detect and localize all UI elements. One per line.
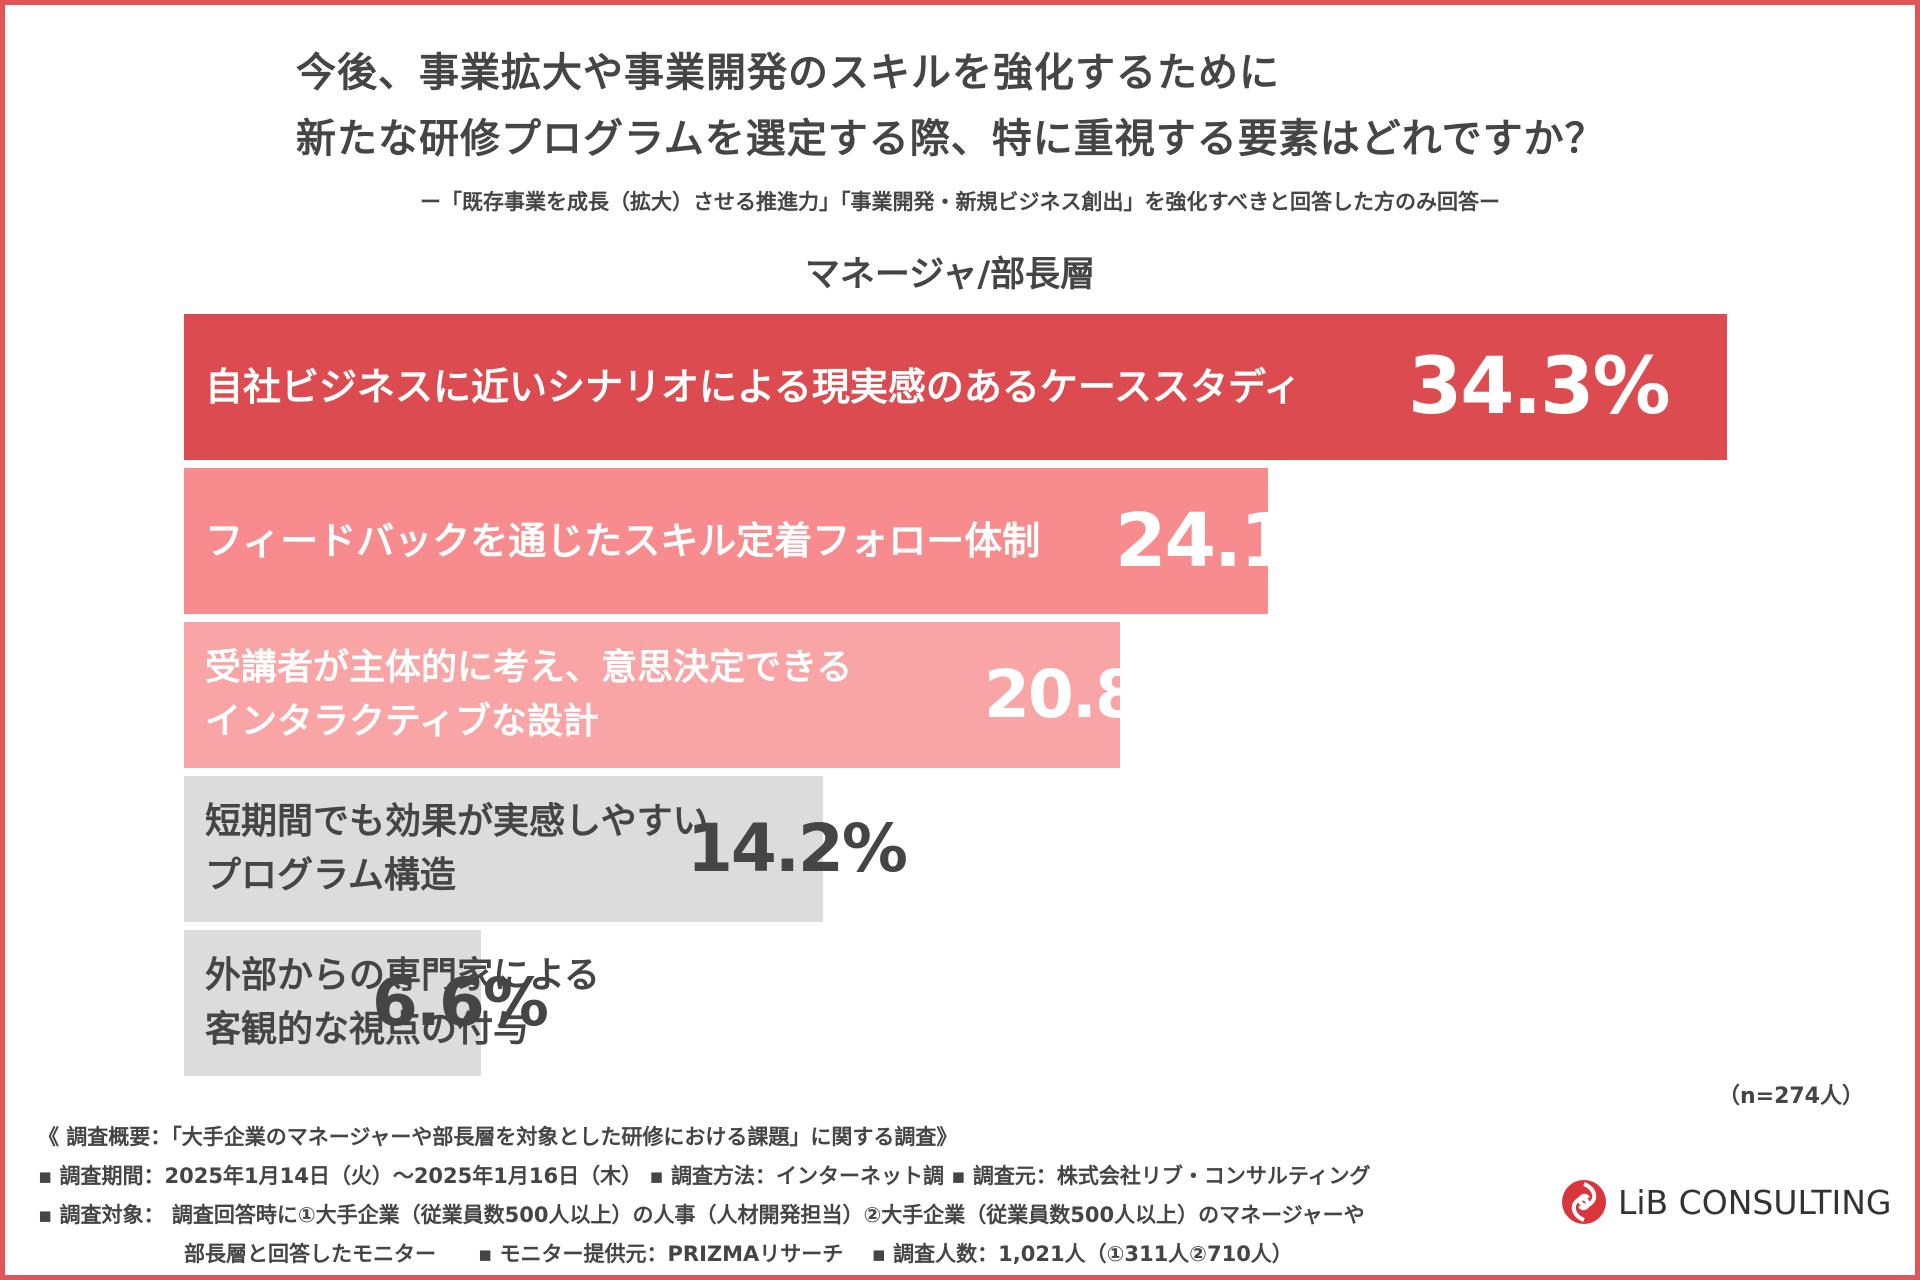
- survey-note-line: 部長層と回答したモニター ▪ モニター提供元：PRIZMAリサーチ ▪ 調査人数…: [184, 1242, 1293, 1266]
- logo: LiB CONSULTING: [1560, 1176, 1891, 1228]
- segment-label: マネージャ/部長層: [804, 255, 1096, 295]
- bar-value-label: 6.6%: [372, 964, 549, 1041]
- chart-subtitle: ー「既存事業を成長（拡大）させる推進力」「事業開発・新規ビジネス創出」を強化すべ…: [419, 190, 1501, 214]
- survey-notes: 《 調査概要：「大手企業のマネージャーや部長層を対象とした研修における課題」に関…: [38, 1118, 1538, 1274]
- bar-value-label: 20.8%: [984, 656, 1205, 733]
- title-line-1: 今後、事業拡大や事業開発のスキルを強化するために: [296, 50, 1280, 96]
- logo-text: LiB CONSULTING: [1618, 1182, 1892, 1222]
- bar-category-label: 短期間でも効果が実感しやすい プログラム構造: [205, 801, 709, 896]
- sample-size: （n=274人）: [1717, 1084, 1864, 1109]
- bar-value-label: 24.1%: [1115, 498, 1364, 584]
- title-line-2: 新たな研修プログラムを選定する際、特に重視する要素はどれですか？: [296, 116, 1606, 162]
- bar: [184, 930, 481, 1076]
- chart-title: 今後、事業拡大や事業開発のスキルを強化するために 新たな研修プログラムを選定する…: [296, 40, 1796, 172]
- bar-category-label: 自社ビジネスに近いシナリオによる現実感のあるケーススタディ: [205, 365, 1302, 409]
- survey-note-line: ▪ 調査期間：2025年1月14日（火）～2025年1月16日（木） ▪ 調査方…: [38, 1164, 1371, 1188]
- bar: [184, 314, 1727, 460]
- bar: [184, 468, 1268, 614]
- bar-category-label: フィードバックを通じたスキル定着フォロー体制: [205, 519, 1041, 563]
- bar-category-label: 受講者が主体的に考え、意思決定できる インタラクティブな設計: [205, 647, 853, 742]
- bar: [184, 622, 1120, 768]
- survey-note-line: ▪ 調査対象： 調査回答時に①大手企業（従業員数500人以上）の人事（人材開発担…: [38, 1203, 1365, 1227]
- bar-value-label: 14.2%: [687, 810, 908, 887]
- survey-note-line: 《 調査概要：「大手企業のマネージャーや部長層を対象とした研修における課題」に関…: [38, 1125, 958, 1149]
- bar: [184, 776, 823, 922]
- bar-category-label: 外部からの専門家による 客観的な視点の付与: [205, 955, 600, 1050]
- bar-value-label: 34.3%: [1408, 342, 1671, 432]
- lib-consulting-swirl-icon: [1562, 1180, 1606, 1224]
